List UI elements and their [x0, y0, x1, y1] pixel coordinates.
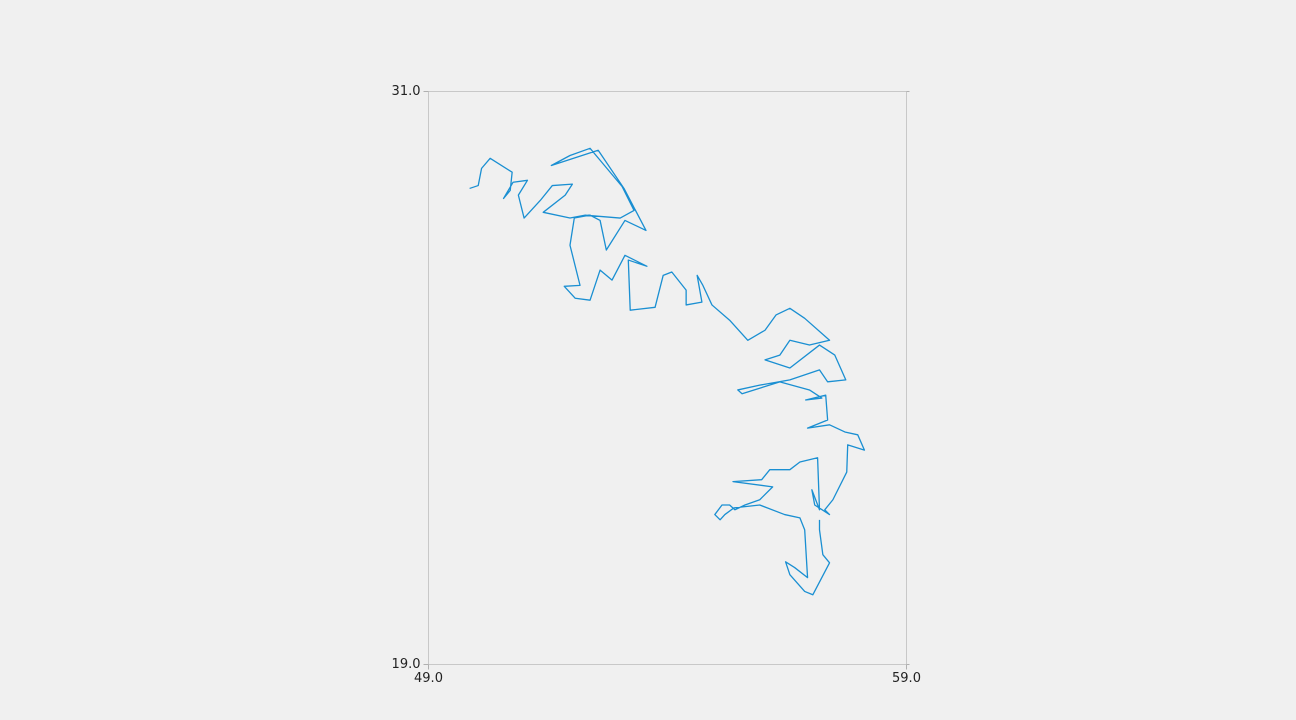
x-tick-label: 59.0 — [892, 671, 921, 686]
plot-frame — [428, 91, 907, 665]
x-tick-label: 49.0 — [414, 671, 443, 686]
y-tick-label: 31.0 — [392, 84, 421, 99]
trajectory-line — [469, 147, 866, 596]
y-tick-label: 19.0 — [392, 657, 421, 672]
